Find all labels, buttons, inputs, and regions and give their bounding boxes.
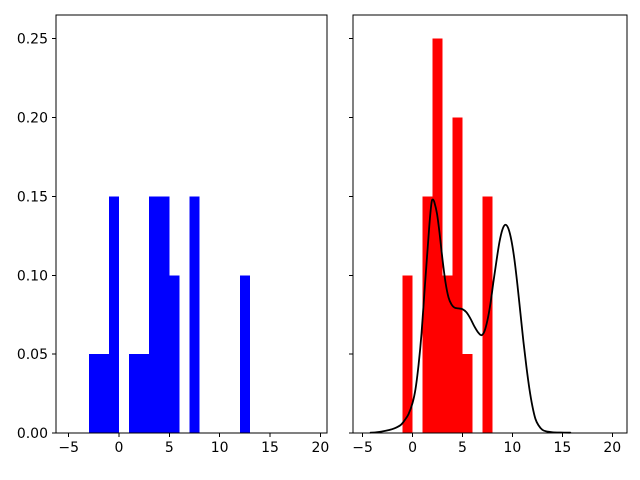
axes-spines (55, 14, 328, 434)
histogram-bar (189, 196, 200, 433)
kde-curve (369, 198, 572, 434)
x-tick-label: 0 (408, 440, 417, 456)
histogram-bar (482, 196, 493, 433)
x-tick-label: 10 (211, 440, 229, 456)
y-tick-label: 0.00 (17, 426, 48, 442)
y-tick-label: 0.25 (17, 32, 48, 48)
x-tick-label: −5 (352, 440, 373, 456)
histogram-bar (169, 275, 180, 433)
histogram-bar (452, 117, 463, 433)
histogram-bar (149, 196, 170, 433)
histogram-bar (462, 354, 473, 433)
x-tick-label: −5 (58, 440, 79, 456)
histogram-bar (432, 38, 443, 433)
right-histogram-kde-panel: −5 0 5 10 15 20 (349, 14, 628, 456)
histogram-bar (442, 275, 453, 433)
left-histogram-panel: −5 0 5 10 15 20 0.00 0.05 0.10 0.15 0.20 0.25 (17, 14, 329, 456)
x-tick-label: 10 (504, 440, 522, 456)
histogram-bar (129, 354, 150, 433)
histogram-bar (88, 354, 109, 433)
axes-spines (352, 14, 628, 434)
x-tick-label: 5 (165, 440, 174, 456)
y-tick-label: 0.15 (17, 189, 48, 205)
histogram-bar (402, 275, 413, 433)
histogram-bar (108, 196, 120, 433)
x-tick-label: 20 (603, 440, 621, 456)
y-tick-label: 0.10 (17, 268, 48, 284)
histogram-bar (239, 275, 250, 433)
x-tick-label: 0 (115, 440, 124, 456)
x-tick-label: 20 (311, 440, 329, 456)
y-tick-label: 0.20 (17, 111, 48, 127)
y-tick-label: 0.05 (17, 347, 48, 363)
histogram-bar (422, 196, 433, 433)
x-tick-label: 5 (458, 440, 467, 456)
x-tick-label: 15 (553, 440, 571, 456)
x-tick-label: 15 (261, 440, 279, 456)
